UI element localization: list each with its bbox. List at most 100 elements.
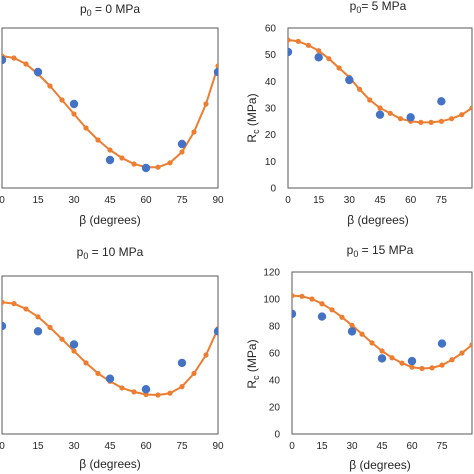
fitted-point xyxy=(429,365,435,371)
measured-point xyxy=(2,55,7,65)
y-tick-label: 80 xyxy=(269,322,281,333)
plot-frame xyxy=(291,271,473,435)
fitted-point xyxy=(356,86,363,92)
fitted-point xyxy=(397,116,404,122)
measured-point xyxy=(177,358,187,368)
x-tick-label: 15 xyxy=(313,195,325,206)
fitted-point xyxy=(319,301,325,307)
x-tick-label: 0 xyxy=(0,441,5,452)
x-tick-label: 75 xyxy=(176,195,188,206)
x-tick-label: 15 xyxy=(32,441,44,452)
panel-p0-10: p0 = 10 MPa β (degrees) xyxy=(77,245,144,471)
fitted-point xyxy=(438,118,444,124)
measured-point xyxy=(288,47,293,57)
x-tick-label: 0 xyxy=(0,195,5,206)
fitted-point xyxy=(83,125,89,131)
fitted-point xyxy=(469,105,472,111)
fitted-point xyxy=(409,364,415,370)
fitted-point xyxy=(292,293,295,299)
panel-title: p0= 5 MPa xyxy=(350,0,407,15)
fitted-point xyxy=(47,324,53,330)
x-tick-label: 45 xyxy=(104,441,116,452)
y-tick-label: 0 xyxy=(274,430,280,441)
x-axis-label: β (degrees) xyxy=(347,213,409,227)
x-tick-label: 75 xyxy=(436,195,448,206)
measured-point xyxy=(213,67,218,77)
panel-title: p0 = 0 MPa xyxy=(80,2,140,18)
fitted-point xyxy=(59,336,65,342)
measured-point xyxy=(406,113,415,122)
fitted-point xyxy=(95,137,101,143)
measured-point xyxy=(292,309,297,319)
fitted-point xyxy=(131,389,137,395)
fitted-point xyxy=(215,63,218,69)
x-tick-label: 45 xyxy=(376,441,388,452)
measured-point xyxy=(33,67,43,77)
x-tick-label: 0 xyxy=(285,195,291,206)
y-axis-label: Rc (MPa) xyxy=(245,93,261,142)
panel-p0-5: p0= 5 MPa β (degrees) Rc (MPa) xyxy=(245,0,409,227)
fitted-point xyxy=(131,161,137,167)
fitted-point xyxy=(377,105,383,111)
y-tick-label: 60 xyxy=(265,24,277,35)
panel-p0-0: p0 = 0 MPa β (degrees) xyxy=(79,2,141,227)
x-tick-label: 60 xyxy=(405,195,417,206)
fitted-point xyxy=(379,348,385,354)
fitted-point xyxy=(349,322,355,328)
measured-point xyxy=(437,339,447,348)
x-tick-label: 30 xyxy=(346,441,358,452)
measured-point xyxy=(69,340,79,349)
fitted-point xyxy=(419,365,425,372)
measured-point xyxy=(2,321,7,331)
fitted-point xyxy=(23,306,29,312)
fitted-point xyxy=(459,112,465,118)
fitted-point xyxy=(167,160,173,166)
plot-frame xyxy=(1,275,219,435)
x-tick-label: 30 xyxy=(68,441,80,452)
y-tick-label: 40 xyxy=(269,376,281,387)
fitted-point xyxy=(155,392,161,398)
x-tick-label: 75 xyxy=(176,441,188,452)
y-tick-label: 20 xyxy=(265,130,277,141)
fitted-point xyxy=(359,331,365,337)
fitted-point xyxy=(448,116,455,122)
fitted-point xyxy=(23,61,29,67)
y-tick-label: 20 xyxy=(269,403,281,414)
x-tick-label: 30 xyxy=(344,195,356,206)
fitted-point xyxy=(155,164,161,170)
fitted-point xyxy=(449,357,455,363)
y-tick-label: 100 xyxy=(263,295,280,306)
fitted-point xyxy=(47,83,53,89)
plot-area: 0 15 30 45 60 75 0 10 20 30 40 50 60 xyxy=(265,24,473,206)
y-tick-label: 50 xyxy=(265,50,277,61)
fitted-point xyxy=(389,355,395,361)
fitted-point xyxy=(336,65,342,71)
fitted-point xyxy=(439,362,445,368)
fitted-point xyxy=(469,342,472,348)
x-tick-label: 0 xyxy=(289,441,295,452)
fitted-point xyxy=(107,147,113,153)
fitted-point xyxy=(191,129,197,135)
x-tick-label: 45 xyxy=(374,195,386,206)
fitted-point xyxy=(369,340,375,346)
plot-series xyxy=(292,293,472,372)
measured-point xyxy=(407,356,417,366)
fitted-point xyxy=(71,111,77,117)
measured-point xyxy=(69,99,79,109)
fitted-point xyxy=(288,37,291,43)
plot-series xyxy=(288,37,472,125)
measured-point xyxy=(105,155,115,165)
x-axis-label: β (degrees) xyxy=(79,457,141,471)
measured-point xyxy=(105,374,115,383)
fitted-point xyxy=(59,97,65,103)
x-tick-label: 60 xyxy=(140,195,152,206)
y-tick-label: 60 xyxy=(269,349,281,360)
fitted-point xyxy=(203,352,209,358)
fitted-point xyxy=(305,42,312,48)
fitted-point xyxy=(399,360,405,366)
x-tick-label: 60 xyxy=(406,441,418,452)
plot-series xyxy=(2,299,218,398)
measured-point xyxy=(33,327,43,336)
x-tick-label: 45 xyxy=(104,195,116,206)
measured-point xyxy=(177,139,187,149)
